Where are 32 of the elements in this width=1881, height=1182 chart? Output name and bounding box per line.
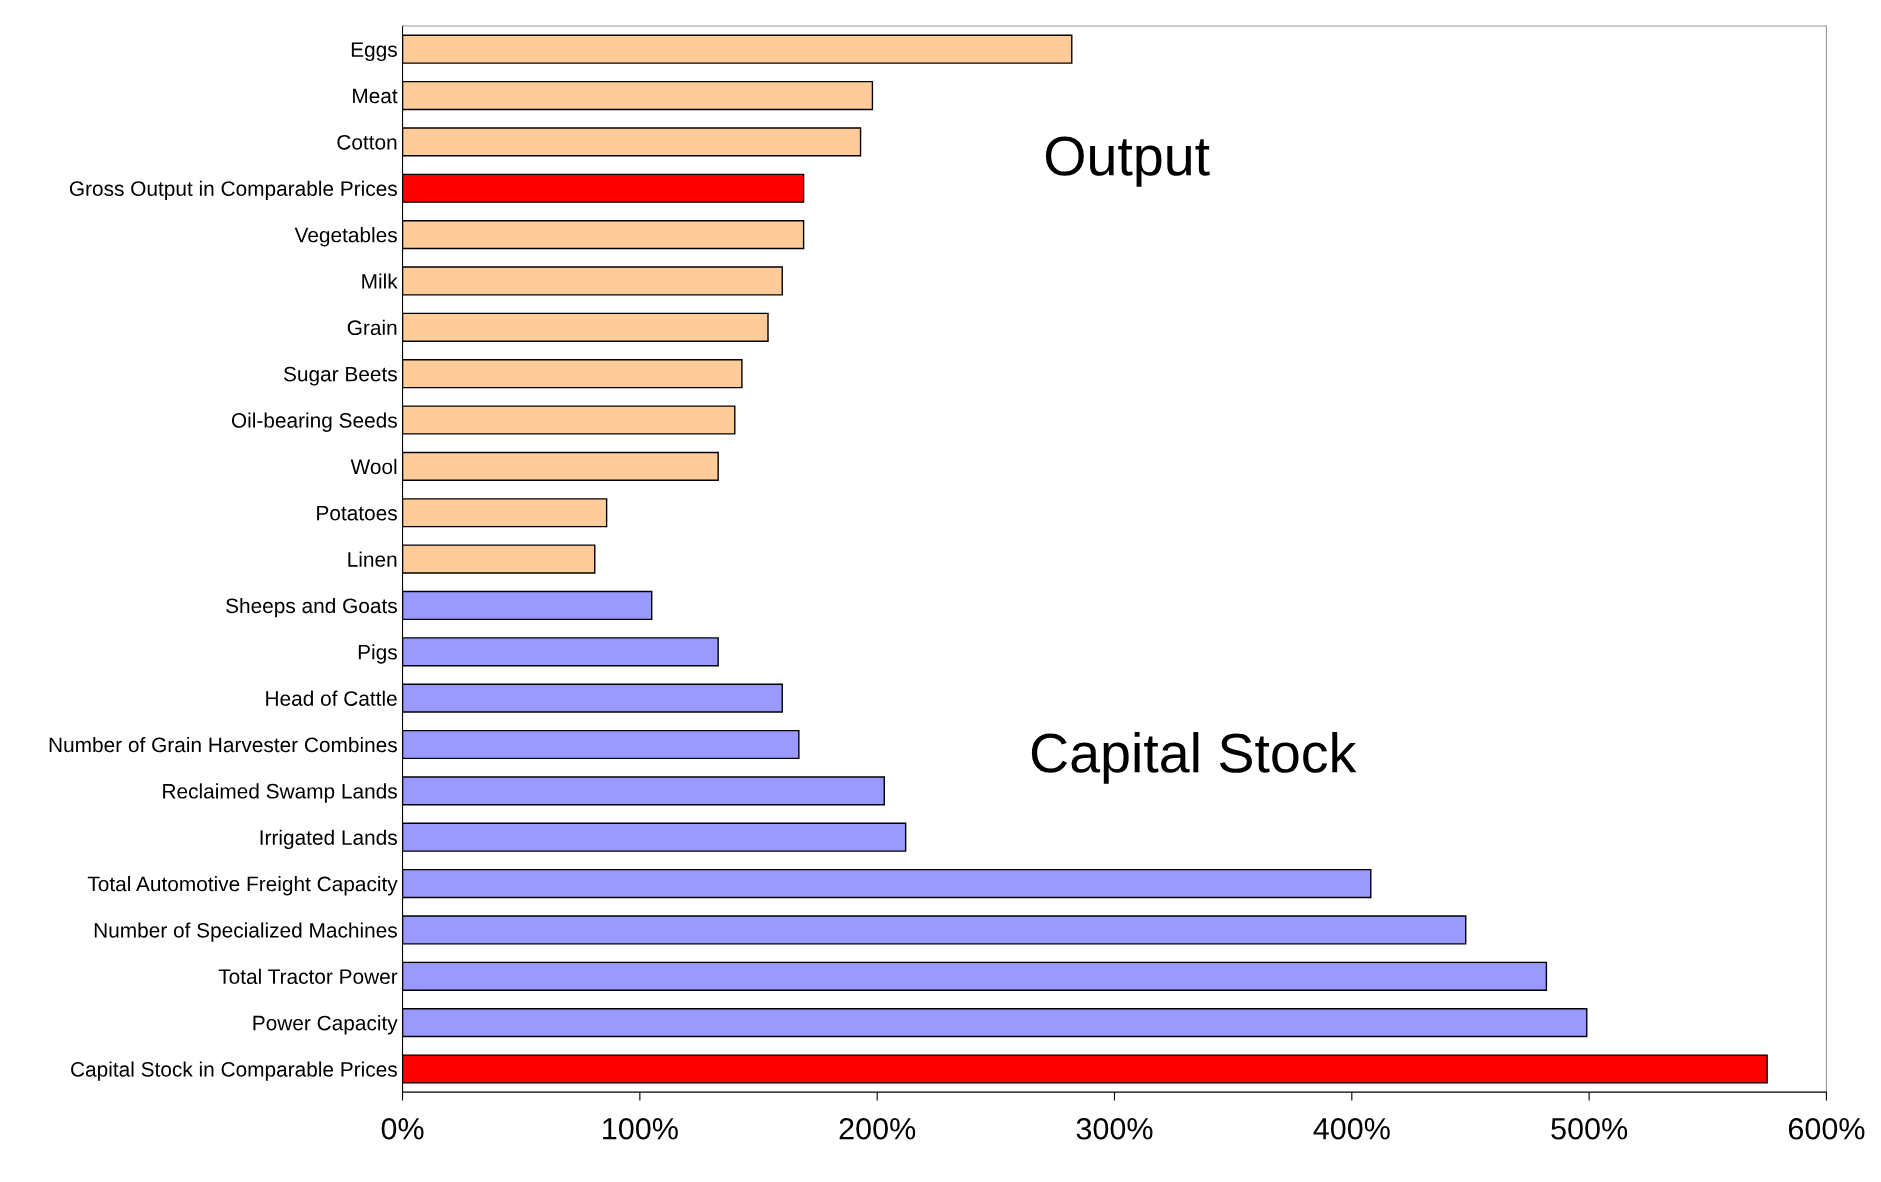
y-tick-label: Reclaimed Swamp Lands — [163, 783, 397, 803]
x-tick-label: 600% — [1788, 1117, 1865, 1140]
y-tick-label: Vegetables — [294, 227, 397, 247]
y-tick-label: Sheeps and Goats — [226, 597, 397, 618]
y-tick-label: Capital Stock in Comparable Prices — [71, 1061, 397, 1081]
x-tick-label: 500% — [1551, 1117, 1628, 1140]
y-tick-label: Eggs — [351, 42, 397, 62]
x-tick-label: 0% — [381, 1117, 424, 1140]
x-tick-label: 200% — [839, 1117, 916, 1140]
y-tick-label: Power Capacity — [253, 1015, 398, 1035]
x-tick-label: 400% — [1313, 1117, 1390, 1140]
y-tick-label: Oil-bearing Seeds — [231, 412, 397, 432]
y-tick-label: Number of Specialized Machines — [94, 922, 397, 942]
y-tick-label: Potatoes — [317, 505, 397, 521]
y-tick-label: Gross Output in Comparable Prices — [69, 180, 397, 201]
y-tick-label: Head of Cattle — [266, 690, 397, 706]
annotation: Capital Stock — [1031, 732, 1357, 784]
y-tick-label: Wool — [350, 458, 397, 475]
y-tick-label: Linen — [348, 551, 397, 567]
annotation: Output — [1045, 136, 1210, 187]
x-tick-label: 300% — [1076, 1117, 1153, 1140]
y-tick-label: Grain — [347, 319, 397, 336]
y-tick-label: Sugar Beets — [283, 366, 397, 386]
y-tick-label: Number of Grain Harvester Combines — [49, 736, 397, 753]
y-tick-label: Cotton — [337, 134, 397, 150]
y-tick-label: Total Automotive Freight Capacity — [87, 876, 398, 896]
y-tick-label: Meat — [353, 88, 398, 104]
x-tick-label: 100% — [603, 1117, 678, 1140]
y-tick-label: Milk — [362, 273, 398, 289]
y-tick-label: Irrigated Lands — [260, 829, 397, 850]
y-tick-label: Pigs — [358, 644, 397, 664]
y-tick-label: Total Tractor Power — [218, 968, 398, 985]
